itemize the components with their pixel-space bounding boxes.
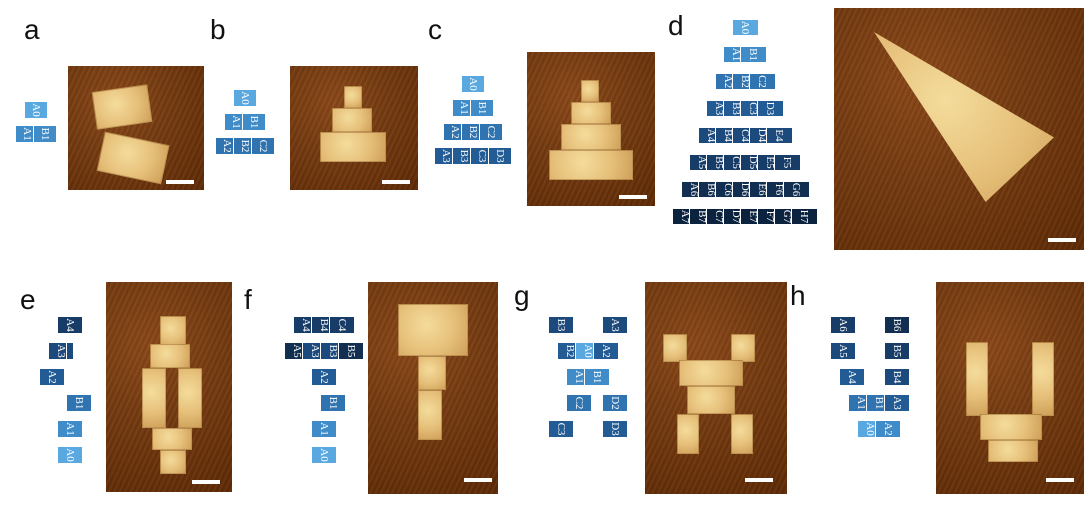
afm-image-h	[936, 282, 1084, 494]
afm-image-b	[290, 66, 418, 190]
panel-label-h: h	[790, 280, 806, 311]
afm-image-e	[106, 282, 232, 492]
tile-e-b2-2: B2	[75, 368, 101, 386]
tile-h-a5-1: A5	[830, 342, 856, 360]
panel-label-c: c	[428, 14, 442, 45]
tile-e-a0-5: A0	[57, 446, 83, 464]
tile-c-d3: D3	[488, 147, 512, 165]
tile-h-a6-0: A6	[830, 316, 856, 334]
afm-image-d	[834, 8, 1084, 250]
tile-a-b1: B1	[33, 125, 57, 143]
tile-f-a2-2: A2	[311, 368, 337, 386]
tile-d-a0: A0	[731, 19, 759, 36]
tile-e-b1-3: B1	[66, 394, 92, 412]
tile-h-b4-2: B4	[884, 368, 910, 386]
tile-f-b1-3: B1	[320, 394, 346, 412]
panel-label-a: a	[24, 14, 40, 45]
tile-d-e4: E4	[765, 127, 793, 144]
tile-h-b6-0: B6	[884, 316, 910, 334]
afm-image-f	[368, 282, 498, 494]
tile-h-b5-1: B5	[884, 342, 910, 360]
tile-g-b1-2: B1	[584, 368, 610, 386]
tile-g-a3-0: A3	[602, 316, 628, 334]
tile-a-a0: A0	[24, 101, 48, 119]
tile-g-a2-1: A2	[593, 342, 619, 360]
tile-f-a1-4: A1	[311, 420, 337, 438]
tile-d-b1: B1	[740, 46, 767, 63]
tile-e-a4-0: A4	[57, 316, 83, 334]
tile-f-c4-0: C4	[329, 316, 355, 334]
panel-label-e: e	[20, 284, 36, 315]
tile-g-d2-3: D2	[602, 394, 628, 412]
tile-b-a0: A0	[233, 89, 257, 107]
tile-b-b1: B1	[242, 113, 266, 131]
panel-label-d: d	[668, 10, 684, 41]
tile-e-a1-4: A1	[57, 420, 83, 438]
tile-h-a3-3: A3	[884, 394, 910, 412]
tile-g-b3-0: B3	[548, 316, 574, 334]
tile-e-a2-2: A2	[39, 368, 65, 386]
tile-d-h7: H7	[791, 208, 818, 225]
afm-image-a	[68, 66, 204, 190]
tile-d-f5: F5	[774, 154, 801, 171]
tile-f-a0-5: A0	[311, 446, 337, 464]
tile-g-d3-4: D3	[602, 420, 628, 438]
tile-d-d3: D3	[757, 100, 784, 117]
tile-g-c3-4: C3	[548, 420, 574, 438]
tile-f-b5-1: B5	[338, 342, 364, 360]
tile-h-a4-2: A4	[839, 368, 865, 386]
afm-image-g	[645, 282, 787, 494]
tile-h-a2-4: A2	[875, 420, 901, 438]
tile-e-b3-1: B3	[66, 342, 92, 360]
panel-label-b: b	[210, 14, 226, 45]
tile-g-c2-3: C2	[566, 394, 592, 412]
tile-c-b1: B1	[470, 99, 494, 117]
afm-image-c	[527, 52, 655, 206]
tile-d-g6: G6	[782, 181, 810, 198]
panel-label-f: f	[244, 284, 252, 315]
tile-b-c2: C2	[251, 137, 275, 155]
panel-label-g: g	[514, 280, 530, 311]
tile-c-c2: C2	[479, 123, 503, 141]
tile-d-c2: C2	[748, 73, 776, 90]
tile-c-a0: A0	[461, 75, 485, 93]
